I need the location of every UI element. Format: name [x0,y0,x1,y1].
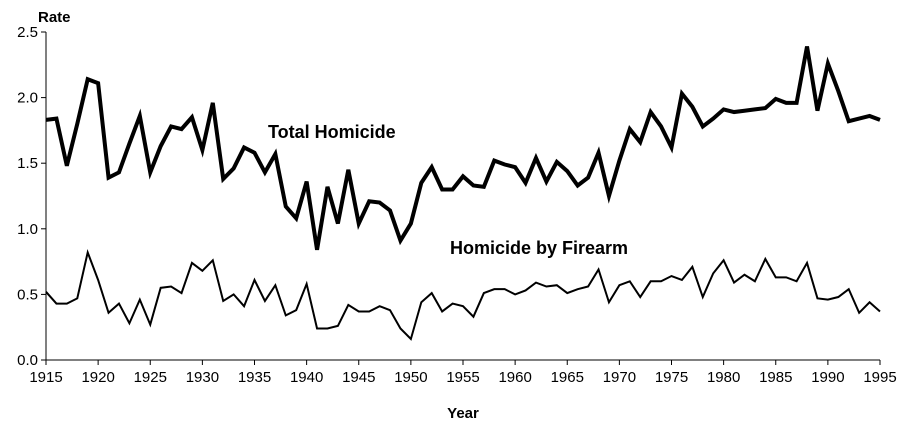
x-tick-label: 1975 [655,369,688,386]
x-tick-label: 1985 [759,369,792,386]
y-axis-label: Rate [38,9,71,26]
y-tick-label: 0.5 [17,286,38,303]
series-label: Total Homicide [268,122,396,142]
x-tick-label: 1925 [134,369,167,386]
x-axis-label: Year [447,405,479,422]
x-tick-label: 1990 [811,369,844,386]
x-tick-label: 1945 [342,369,375,386]
x-tick-label: 1915 [29,369,62,386]
x-tick-label: 1935 [238,369,271,386]
x-tick-label: 1960 [498,369,531,386]
y-tick-label: 1.0 [17,221,38,238]
x-tick-label: 1940 [290,369,323,386]
y-tick-label: 0.0 [17,352,38,369]
x-tick-label: 1920 [81,369,114,386]
series-line [45,46,881,251]
y-tick-label: 1.5 [17,155,38,172]
x-tick-label: 1970 [603,369,636,386]
y-tick-label: 2.0 [17,90,38,107]
x-tick-label: 1950 [394,369,427,386]
series-label: Homicide by Firearm [450,238,628,258]
series-line [45,248,881,341]
x-tick-label: 1980 [707,369,740,386]
y-tick-label: 2.5 [17,24,38,41]
x-tick-label: 1995 [863,369,896,386]
x-tick-label: 1930 [186,369,219,386]
x-tick-label: 1965 [551,369,584,386]
x-tick-label: 1955 [446,369,479,386]
